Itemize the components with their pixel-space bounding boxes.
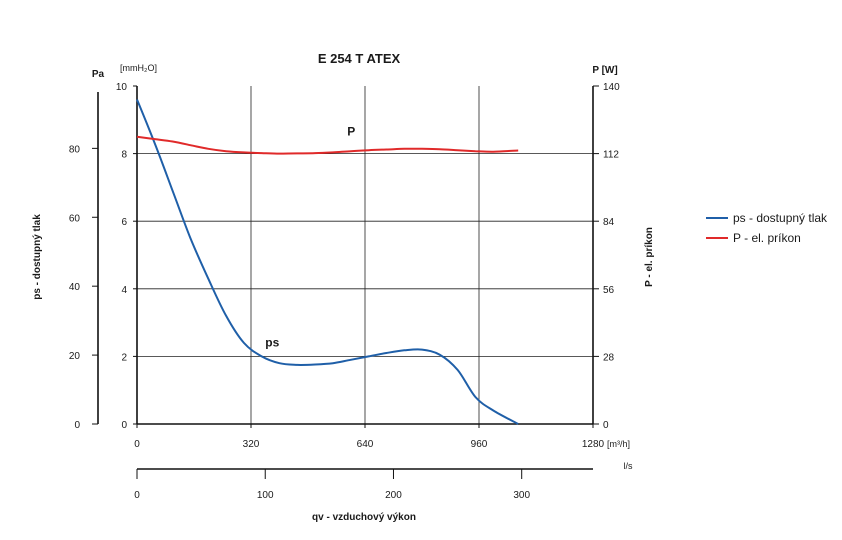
- tick-label-ls-3: 300: [513, 490, 530, 501]
- tick-label-w-3: 84: [603, 217, 615, 228]
- chart-title: E 254 T ATEX: [318, 51, 401, 66]
- x-axis-label: qv - vzduchový výkon: [312, 512, 416, 523]
- tick-label-mmh2o-0: 0: [121, 420, 127, 431]
- axis-unit-w: P [W]: [592, 65, 617, 76]
- legend-item-p: P - el. príkon: [706, 228, 827, 248]
- axis-unit-pa: Pa: [92, 69, 105, 80]
- y-axis-label-right: P - el. príkon: [644, 227, 655, 287]
- legend-swatch-p: [706, 237, 728, 239]
- annotation-p: P: [347, 124, 355, 138]
- tick-label-pa-2: 40: [69, 282, 81, 293]
- tick-label-mmh2o-5: 10: [116, 82, 128, 93]
- tick-label-m3h-1: 320: [243, 439, 260, 450]
- series-line-ps: [136, 99, 519, 425]
- tick-label-mmh2o-3: 6: [121, 217, 127, 228]
- y-axis-label-left: ps - dostupný tlak: [32, 214, 43, 300]
- tick-label-pa-3: 60: [69, 213, 81, 224]
- tick-label-w-0: 0: [603, 420, 609, 431]
- axis-unit-mmh2o: [mmH₂O]: [120, 63, 157, 73]
- tick-label-m3h-0: 0: [134, 439, 140, 450]
- axis-unit-m3h: [m³/h]: [607, 439, 630, 449]
- tick-label-w-1: 28: [603, 352, 615, 363]
- series-line-p: [136, 135, 519, 155]
- tick-label-w-4: 112: [603, 150, 619, 161]
- tick-label-pa-0: 0: [74, 420, 80, 431]
- tick-label-w-2: 56: [603, 285, 615, 296]
- legend-item-ps: ps - dostupný tlak: [706, 208, 827, 228]
- tick-label-ls-2: 200: [385, 490, 402, 501]
- legend-label-p: P - el. príkon: [733, 231, 801, 245]
- tick-label-mmh2o-4: 8: [121, 150, 127, 161]
- tick-label-m3h-2: 640: [357, 439, 374, 450]
- tick-label-pa-4: 80: [69, 144, 81, 155]
- legend-swatch-ps: [706, 217, 728, 219]
- legend-label-ps: ps - dostupný tlak: [733, 211, 828, 225]
- tick-label-m3h-4: 1280: [582, 439, 605, 450]
- annotation-ps: ps: [265, 335, 279, 349]
- legend: ps - dostupný tlak P - el. príkon: [706, 208, 827, 248]
- tick-label-m3h-3: 960: [471, 439, 488, 450]
- tick-label-ls-0: 0: [134, 490, 140, 501]
- tick-label-ls-1: 100: [257, 490, 274, 501]
- tick-label-w-5: 140: [603, 82, 620, 93]
- tick-label-mmh2o-2: 4: [121, 285, 127, 296]
- axis-unit-ls: l/s: [624, 461, 634, 471]
- tick-label-mmh2o-1: 2: [121, 352, 127, 363]
- tick-label-pa-1: 20: [69, 351, 81, 362]
